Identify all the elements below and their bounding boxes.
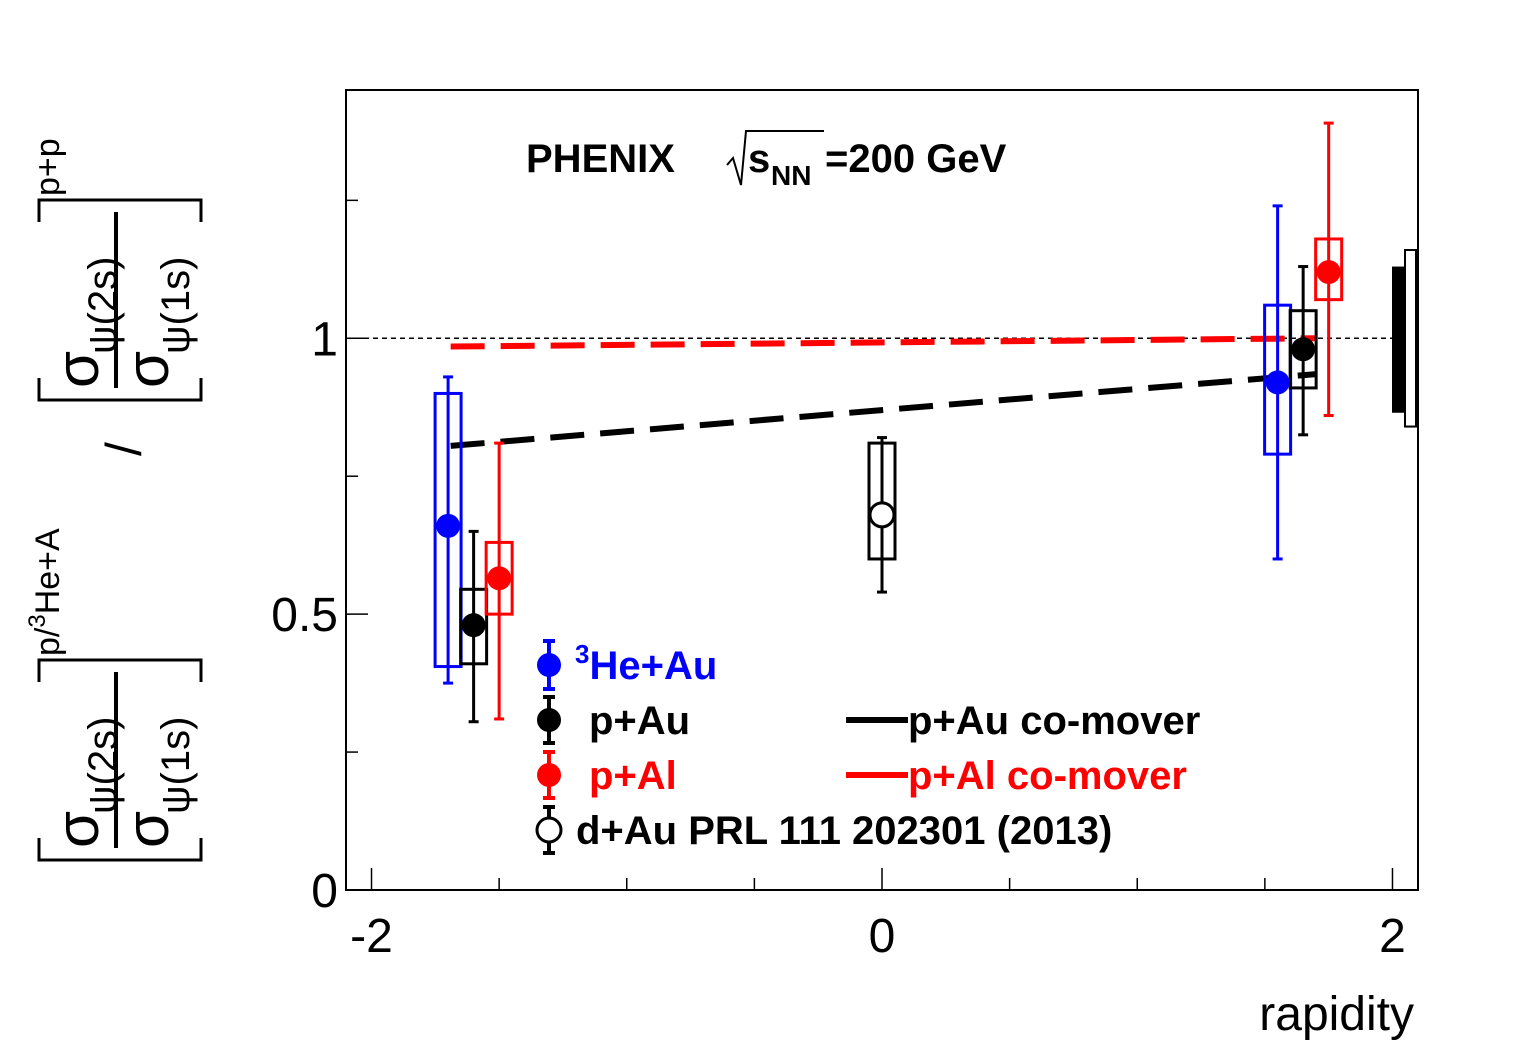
- title-s: s: [748, 137, 770, 181]
- y-tick-label-0: 0: [311, 865, 338, 918]
- global-uncertainty-group: [1392, 249, 1417, 428]
- title-prefix: PHENIX: [526, 137, 675, 181]
- ylabel-upper-den-sigma: σ: [114, 351, 181, 388]
- title-sub: NN: [771, 160, 811, 191]
- ylabel-lower-den-sub: ψ(1s): [154, 717, 198, 814]
- points-group: [436, 121, 1341, 724]
- ylabel-lower-num-sigma: σ: [44, 811, 111, 848]
- legend-item-p-au-comover: p+Au co-mover: [846, 699, 1200, 743]
- ylabel-divide: /: [96, 442, 152, 456]
- y-axis-ticks: 00.51: [271, 199, 368, 918]
- ylabel-lower-sup: p/3He+A: [24, 528, 67, 656]
- marker-0-1: [1265, 370, 1290, 395]
- x-tick-label-0: -2: [350, 910, 393, 963]
- legend-item-3he-au: 3He+Au: [537, 639, 717, 691]
- sqrt-symbol: [726, 130, 824, 186]
- ylabel-upper-num-sigma: σ: [44, 351, 111, 388]
- title-suffix: =200 GeV: [825, 137, 1007, 181]
- ylabel-lower-sup-prefix: p/: [29, 627, 67, 656]
- ylabel-lower-bracket-right: [37, 658, 203, 682]
- y-axis-label: σ ψ(2s) σ ψ(1s) p/3He+A / σ ψ(2s) σ ψ(1s…: [24, 138, 203, 862]
- x-axis-label: rapidity: [1259, 988, 1414, 1041]
- x-tick-label-2: 2: [1379, 910, 1406, 963]
- legend-3he-au-label: 3He+Au: [575, 639, 717, 688]
- legend-p-au-label: p+Au: [589, 699, 690, 743]
- ylabel-lower-sup-suffix: He+A: [29, 528, 67, 614]
- ylabel-lower-bracket-left: [37, 838, 203, 862]
- ylabel-upper-bracket-left: [37, 378, 203, 402]
- legend-d-au-marker: [535, 816, 563, 844]
- legend-3he-au-text: He+Au: [589, 644, 717, 688]
- x-axis-ticks: -2 0 2: [350, 868, 1406, 963]
- ylabel-lower-sup-iso: 3: [24, 614, 51, 627]
- chart-title: PHENIX: [526, 137, 675, 181]
- comover-curve-1: [450, 335, 1316, 350]
- comover-curve-0: [450, 371, 1317, 449]
- legend-p-al-comover-label: p+Al co-mover: [908, 754, 1187, 798]
- ylabel-upper-num-sub: ψ(2s): [81, 257, 125, 354]
- y-tick-label-2: 1: [311, 313, 338, 366]
- legend-d-au-label: d+Au PRL 111 202301 (2013): [576, 809, 1112, 853]
- marker-2-1: [1316, 260, 1341, 285]
- y-tick-label-1: 0.5: [271, 589, 338, 642]
- marker-2-0: [487, 566, 512, 591]
- legend-item-p-al: p+Al: [537, 750, 677, 800]
- legend-p-au-marker: [537, 708, 561, 732]
- ylabel-lower-num-sub: ψ(2s): [81, 717, 125, 814]
- legend-3he-au-iso: 3: [575, 639, 589, 669]
- marker-1-0: [461, 613, 486, 638]
- legend-p-al-label: p+Al: [589, 754, 677, 798]
- legend-item-p-al-comover: p+Al co-mover: [846, 754, 1187, 798]
- marker-1-1: [1291, 337, 1316, 362]
- legend-item-p-au: p+Au: [537, 695, 690, 745]
- legend: 3He+Au p+Au p+Al d+Au PRL 111 202301 (20…: [535, 639, 1200, 855]
- legend-3he-au-marker: [537, 653, 561, 677]
- legend-p-au-comover-label: p+Au co-mover: [908, 699, 1200, 743]
- ylabel-lower-den-sigma: σ: [114, 811, 181, 848]
- legend-item-d-au: d+Au PRL 111 202301 (2013): [535, 805, 1112, 855]
- marker-0-0: [436, 513, 461, 538]
- global-uncertainty-filled: [1392, 266, 1404, 413]
- ylabel-upper-sup: p+p: [29, 138, 67, 196]
- ylabel-upper-den-sub: ψ(1s): [154, 257, 198, 354]
- global-uncertainty-open: [1404, 249, 1417, 428]
- ylabel-upper-bracket-right: [37, 198, 203, 222]
- marker-3-0: [868, 501, 896, 529]
- systematic-boxes-group: [433, 237, 1344, 669]
- x-tick-label-1: 0: [869, 910, 896, 963]
- curves-group: [450, 335, 1317, 449]
- legend-p-al-marker: [537, 763, 561, 787]
